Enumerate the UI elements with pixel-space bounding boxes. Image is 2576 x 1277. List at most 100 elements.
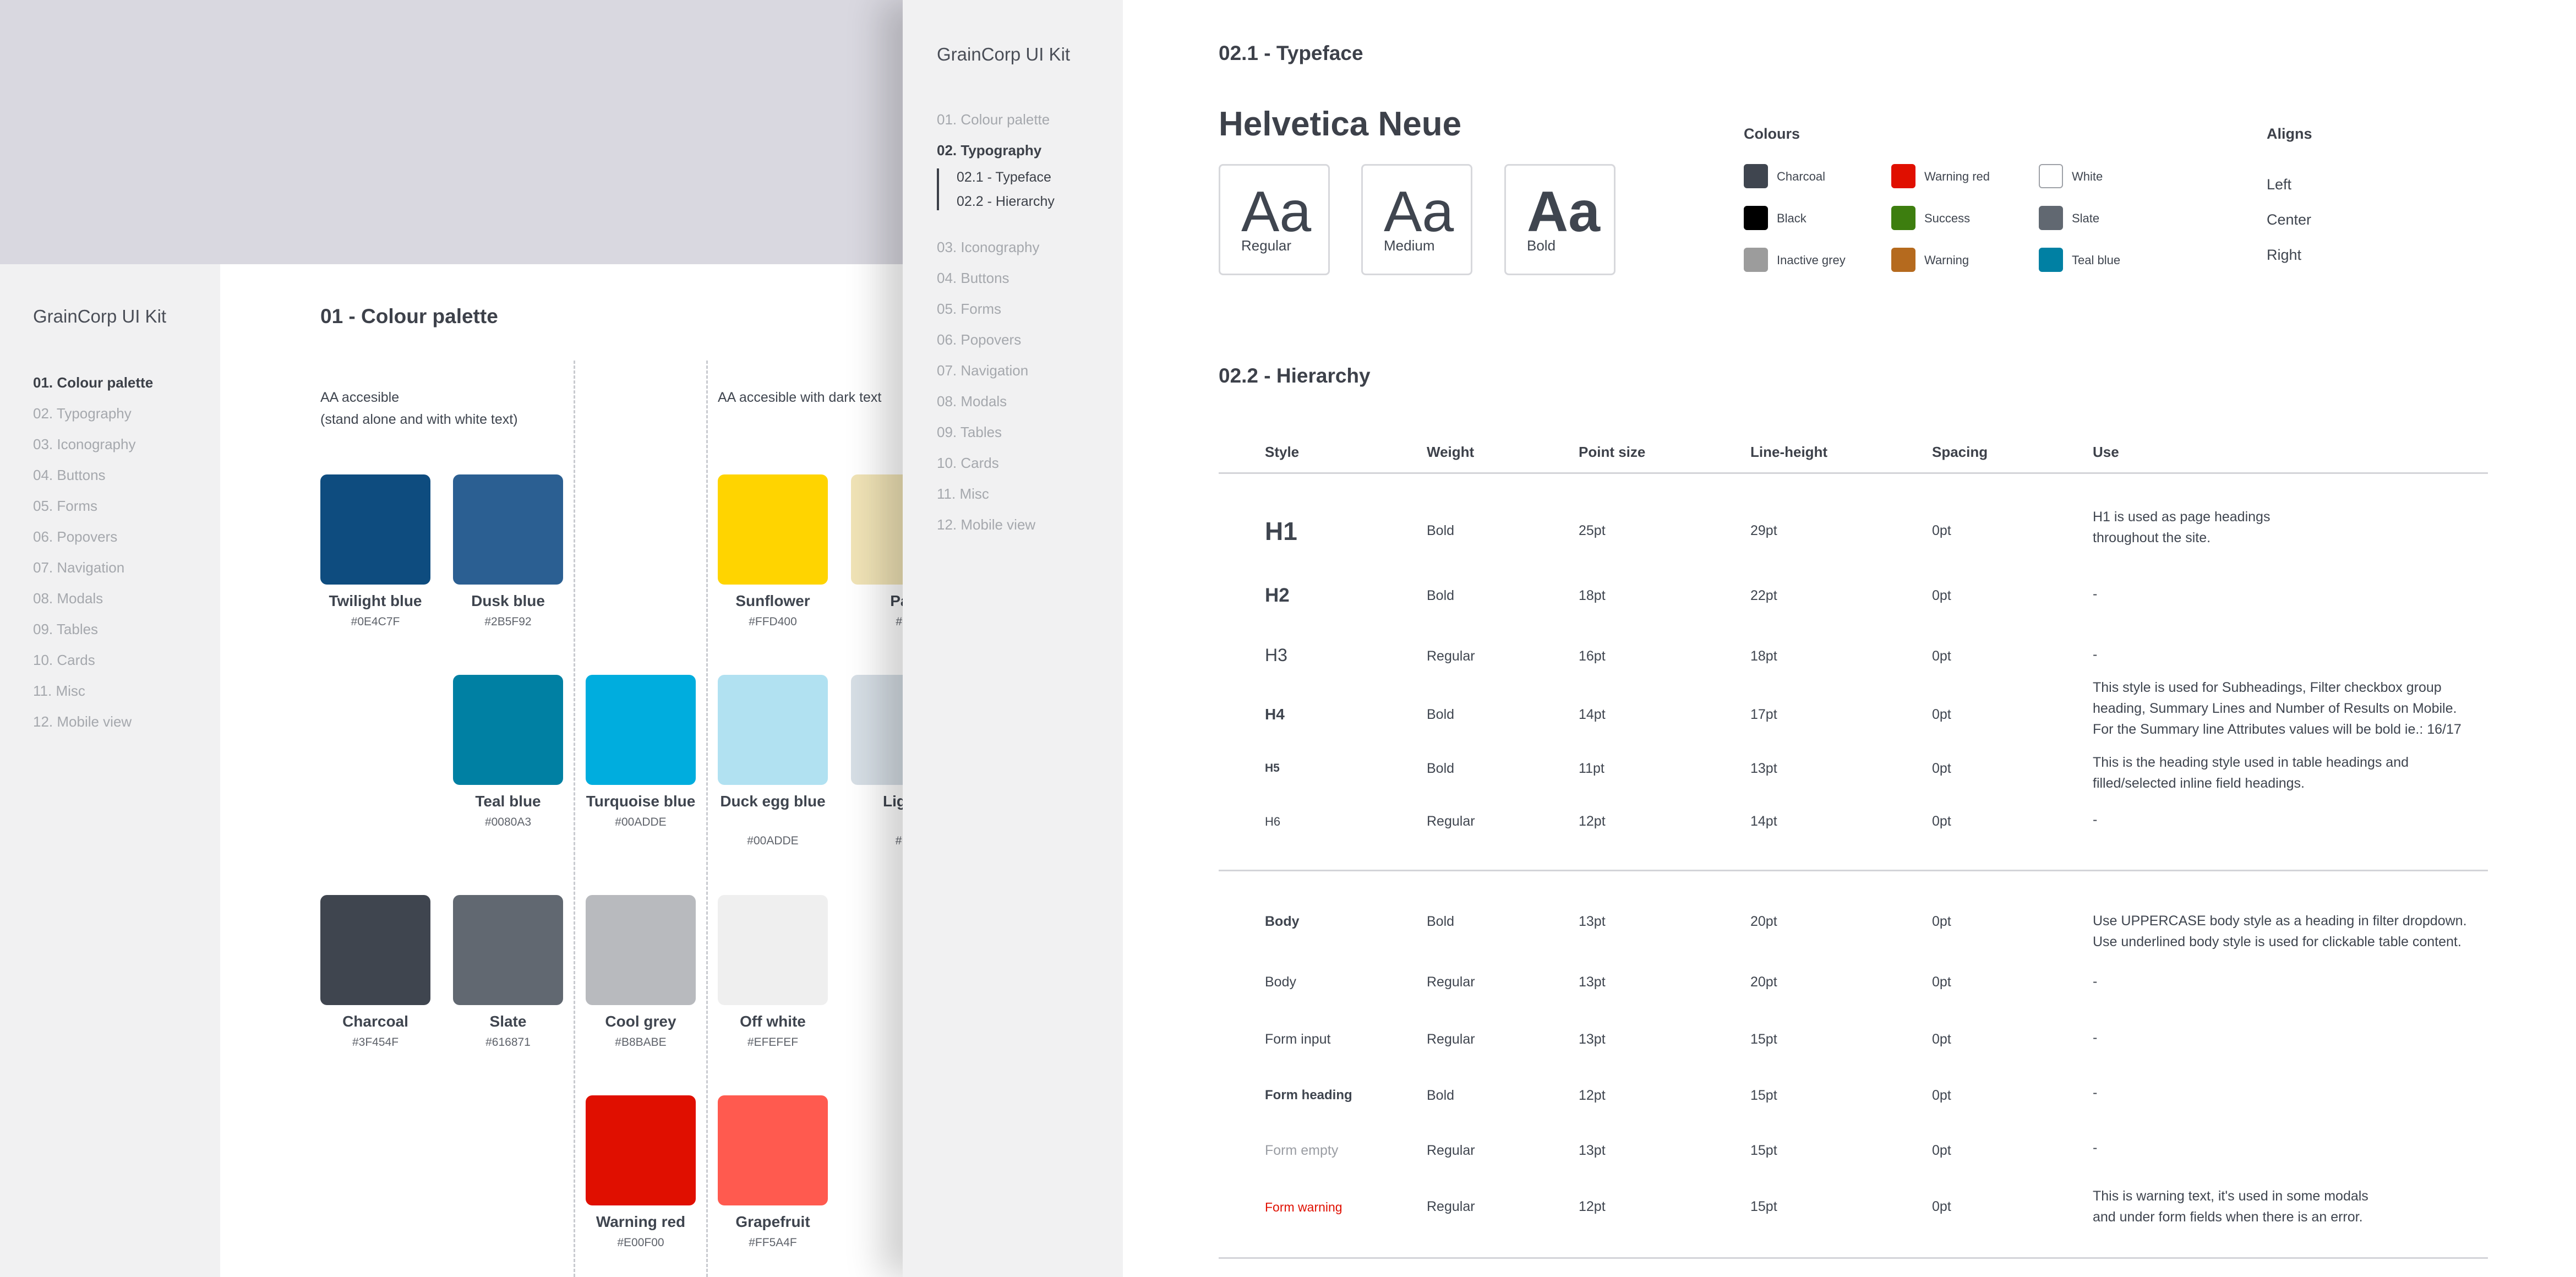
table-cell: 25pt xyxy=(1579,523,1606,538)
table-cell: 29pt xyxy=(1750,523,1777,538)
sidebar-item-forms[interactable]: 05. Forms xyxy=(33,498,98,514)
swatch-grapefruit xyxy=(718,1095,828,1205)
colour-chip-charcoal xyxy=(1744,164,1768,188)
table-cell: 15pt xyxy=(1750,1199,1777,1214)
sidebar-item-typography[interactable]: 02. Typography xyxy=(937,142,1042,159)
sidebar-item-cards[interactable]: 10. Cards xyxy=(937,455,999,471)
swatch-slate xyxy=(453,895,563,1005)
sidebar-item-cards[interactable]: 10. Cards xyxy=(33,652,95,668)
column-header-line-height: Line-height xyxy=(1750,444,1828,460)
colour-chip-label: Warning red xyxy=(1924,170,1990,183)
divider xyxy=(706,361,708,1277)
sidebar-item-navigation[interactable]: 07. Navigation xyxy=(937,362,1029,379)
usage-note: - xyxy=(2093,647,2098,662)
sidebar-item-buttons[interactable]: 04. Buttons xyxy=(937,270,1009,286)
swatch-hex: #EFEFEF xyxy=(747,1036,799,1049)
swatch-teal-blue xyxy=(453,675,563,785)
table-cell: 0pt xyxy=(1932,974,1951,990)
glyph-sample: Aa xyxy=(1241,180,1312,244)
swatch-charcoal xyxy=(320,895,430,1005)
sidebar-item-modals[interactable]: 08. Modals xyxy=(937,393,1007,410)
style-sample-h6: H6 xyxy=(1265,815,1281,828)
weight-label: Medium xyxy=(1384,237,1435,254)
table-cell: 0pt xyxy=(1932,523,1951,538)
colour-chip-teal-blue xyxy=(2039,248,2063,272)
swatch-name: Sunflower xyxy=(735,592,810,609)
align-left: Left xyxy=(2267,176,2292,193)
table-cell: 13pt xyxy=(1579,1143,1606,1158)
colour-chip-label: Teal blue xyxy=(2072,253,2121,267)
swatch-name: Duck egg blue xyxy=(720,793,826,810)
table-cell: 0pt xyxy=(1932,1199,1951,1214)
kit-title: GrainCorp UI Kit xyxy=(33,306,167,326)
table-cell: Regular xyxy=(1427,1032,1475,1047)
swatch-hex: #E00F00 xyxy=(617,1236,664,1249)
sidebar-item-buttons[interactable]: 04. Buttons xyxy=(33,467,106,483)
table-cell: Bold xyxy=(1427,707,1455,722)
usage-note: - xyxy=(2093,1030,2098,1045)
swatch-name: Slate xyxy=(489,1013,527,1030)
sidebar-item-tables[interactable]: 09. Tables xyxy=(937,424,1002,440)
table-cell: Bold xyxy=(1427,523,1455,538)
table-cell: 0pt xyxy=(1932,761,1951,776)
section-title-typeface: 02.1 - Typeface xyxy=(1219,42,1363,64)
sidebar-item-popovers[interactable]: 06. Popovers xyxy=(937,331,1022,348)
sidebar-item-iconography[interactable]: 03. Iconography xyxy=(33,436,136,452)
sub-nav-hierarchy[interactable]: 02.2 - Hierarchy xyxy=(957,194,1055,209)
style-sample-h4: H4 xyxy=(1265,706,1285,723)
table-cell: 15pt xyxy=(1750,1088,1777,1103)
table-bottom-divider xyxy=(1219,1257,2488,1259)
sidebar-item-forms[interactable]: 05. Forms xyxy=(937,301,1002,317)
table-cell: 13pt xyxy=(1750,761,1777,776)
sidebar-item-mobile-view[interactable]: 12. Mobile view xyxy=(937,516,1036,533)
sidebar-item-navigation[interactable]: 07. Navigation xyxy=(33,559,125,576)
table-cell: 0pt xyxy=(1932,588,1951,603)
table-cell: Bold xyxy=(1427,761,1455,776)
table-cell: 14pt xyxy=(1750,814,1777,829)
usage-note: - xyxy=(2093,1140,2098,1155)
swatch-hex: #616871 xyxy=(485,1036,531,1049)
table-cell: 0pt xyxy=(1932,814,1951,829)
sidebar-item-colour-palette[interactable]: 01. Colour palette xyxy=(33,374,154,391)
sidebar-item-misc[interactable]: 11. Misc xyxy=(33,683,85,699)
accessibility-note-white: AA accesible (stand alone and with white… xyxy=(320,390,518,427)
swatch-name: Grapefruit xyxy=(735,1213,810,1230)
table-cell: 17pt xyxy=(1750,707,1777,722)
glyph-sample: Aa xyxy=(1527,180,1600,244)
sidebar-item-modals[interactable]: 08. Modals xyxy=(33,590,103,607)
sidebar-item-iconography[interactable]: 03. Iconography xyxy=(937,239,1040,255)
column-header-use: Use xyxy=(2093,444,2119,460)
sidebar-item-mobile-view[interactable]: 12. Mobile view xyxy=(33,713,132,730)
swatch-name: Turquoise blue xyxy=(586,793,696,810)
sidebar-item-popovers[interactable]: 06. Popovers xyxy=(33,528,118,545)
sidebar-item-typography[interactable]: 02. Typography xyxy=(33,405,132,422)
table-header-divider xyxy=(1219,472,2488,474)
colour-chip-label: White xyxy=(2072,170,2103,183)
colour-chip-label: Inactive grey xyxy=(1777,253,1846,267)
swatch-turquoise-blue xyxy=(586,675,696,785)
column-header-point-size: Point size xyxy=(1579,444,1646,460)
sidebar: GrainCorp UI Kit 01. Colour palette 02. … xyxy=(0,264,220,1277)
style-sample-body-bold: Body xyxy=(1265,914,1300,929)
swatch-hex: #3F454F xyxy=(352,1036,399,1049)
weight-card-regular: Aa Regular xyxy=(1219,164,1330,275)
sidebar-item-misc[interactable]: 11. Misc xyxy=(937,485,989,502)
style-sample-h5: H5 xyxy=(1265,762,1280,774)
table-cell: 0pt xyxy=(1932,707,1951,722)
table-cell: 13pt xyxy=(1579,974,1606,990)
table-cell: 0pt xyxy=(1932,1088,1951,1103)
sub-nav-typeface[interactable]: 02.1 - Typeface xyxy=(957,170,1051,185)
table-cell: Regular xyxy=(1427,814,1475,829)
sidebar: GrainCorp UI Kit 01. Colour palette 02. … xyxy=(903,0,1123,1277)
table-cell: 20pt xyxy=(1750,974,1777,990)
table-cell: Regular xyxy=(1427,1199,1475,1214)
column-header-style: Style xyxy=(1265,444,1300,460)
sidebar-item-colour-palette[interactable]: 01. Colour palette xyxy=(937,111,1050,128)
swatch-name: Dusk blue xyxy=(471,592,545,609)
group-divider xyxy=(1219,870,2488,871)
swatch-hex: #00ADDE xyxy=(747,834,799,847)
swatch-hex: #FFD400 xyxy=(749,615,797,628)
page-title: 01 - Colour palette xyxy=(320,305,498,328)
sidebar-item-tables[interactable]: 09. Tables xyxy=(33,621,99,637)
table-cell: Bold xyxy=(1427,588,1455,603)
